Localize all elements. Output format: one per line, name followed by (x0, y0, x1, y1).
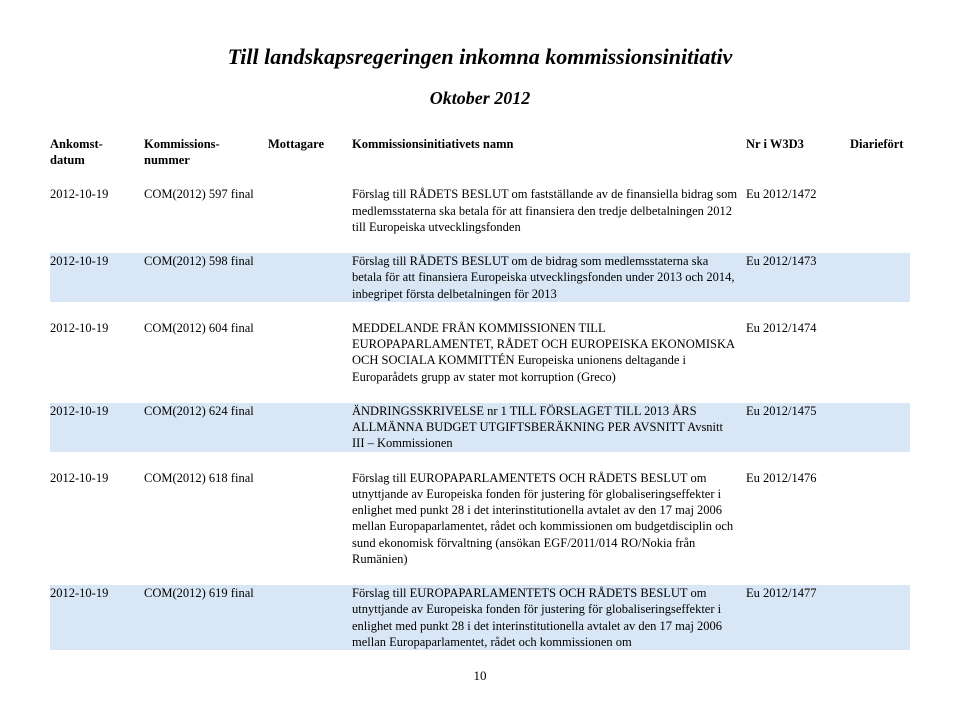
header-desc: Kommissionsinitiativets namn (352, 137, 742, 168)
cell-date: 2012-10-19 (50, 470, 140, 568)
cell-desc: Förslag till EUROPAPARLAMENTETS OCH RÅDE… (352, 470, 742, 568)
cell-mottagare (268, 403, 348, 452)
header-number: Kommissions- nummer (144, 137, 264, 168)
cell-w3d3: Eu 2012/1472 (746, 186, 846, 235)
cell-date: 2012-10-19 (50, 253, 140, 302)
cell-diar (850, 186, 920, 235)
cell-number: COM(2012) 619 final (144, 585, 264, 650)
page-number: 10 (50, 668, 910, 684)
cell-mottagare (268, 585, 348, 650)
cell-number: COM(2012) 604 final (144, 320, 264, 385)
table-row: 2012-10-19COM(2012) 624 final ÄNDRINGSSKR… (50, 403, 910, 452)
table-row: 2012-10-19COM(2012) 604 final MEDDELANDE … (50, 320, 910, 385)
cell-date: 2012-10-19 (50, 585, 140, 650)
cell-w3d3: Eu 2012/1474 (746, 320, 846, 385)
cell-number: COM(2012) 597 final (144, 186, 264, 235)
cell-mottagare (268, 320, 348, 385)
page-subtitle: Oktober 2012 (50, 88, 910, 109)
cell-w3d3: Eu 2012/1477 (746, 585, 846, 650)
header-w3d3: Nr i W3D3 (746, 137, 846, 168)
cell-number: COM(2012) 618 final (144, 470, 264, 568)
cell-w3d3: Eu 2012/1475 (746, 403, 846, 452)
cell-mottagare (268, 186, 348, 235)
table-row: 2012-10-19COM(2012) 618 final Förslag til… (50, 470, 910, 568)
header-diar: Diariefört (850, 137, 920, 168)
table-header: Ankomst- datum Kommissions- nummer Motta… (50, 137, 910, 168)
cell-mottagare (268, 470, 348, 568)
cell-w3d3: Eu 2012/1476 (746, 470, 846, 568)
cell-number: COM(2012) 624 final (144, 403, 264, 452)
cell-diar (850, 585, 920, 650)
cell-diar (850, 253, 920, 302)
cell-desc: Förslag till EUROPAPARLAMENTETS OCH RÅDE… (352, 585, 742, 650)
cell-diar (850, 403, 920, 452)
cell-number: COM(2012) 598 final (144, 253, 264, 302)
table-row: 2012-10-19COM(2012) 598 final Förslag til… (50, 253, 910, 302)
page-title: Till landskapsregeringen inkomna kommiss… (50, 44, 910, 70)
cell-desc: MEDDELANDE FRÅN KOMMISSIONEN TILL EUROPA… (352, 320, 742, 385)
cell-desc: Förslag till RÅDETS BESLUT om fastställa… (352, 186, 742, 235)
cell-date: 2012-10-19 (50, 403, 140, 452)
header-mottagare: Mottagare (268, 137, 348, 168)
cell-diar (850, 320, 920, 385)
cell-date: 2012-10-19 (50, 186, 140, 235)
header-date: Ankomst- datum (50, 137, 140, 168)
cell-mottagare (268, 253, 348, 302)
table-row: 2012-10-19COM(2012) 619 final Förslag til… (50, 585, 910, 650)
cell-diar (850, 470, 920, 568)
cell-w3d3: Eu 2012/1473 (746, 253, 846, 302)
cell-desc: ÄNDRINGSSKRIVELSE nr 1 TILL FÖRSLAGET TI… (352, 403, 742, 452)
cell-desc: Förslag till RÅDETS BESLUT om de bidrag … (352, 253, 742, 302)
cell-date: 2012-10-19 (50, 320, 140, 385)
table-row: 2012-10-19COM(2012) 597 final Förslag til… (50, 186, 910, 235)
rows-container: 2012-10-19COM(2012) 597 finalFörslag til… (50, 186, 910, 650)
